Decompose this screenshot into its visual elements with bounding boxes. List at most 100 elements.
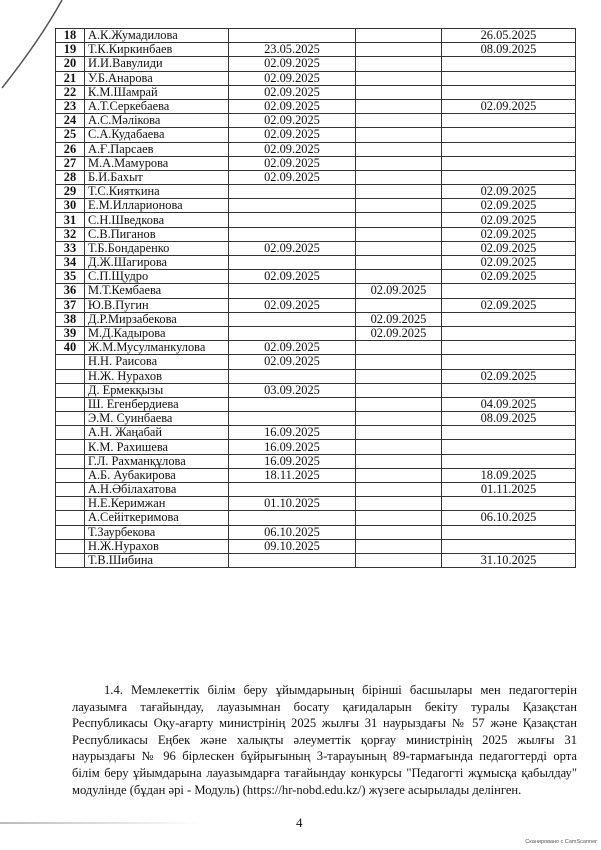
date-col-3 [355, 184, 442, 200]
date-col-2: 02.09.2025 [228, 240, 356, 257]
row-number [55, 439, 85, 455]
date-col-4: 02.09.2025 [441, 98, 576, 115]
table-row: 39 М.Д.Кадырова 02.09.2025 [55, 325, 576, 342]
row-number: 19 [55, 42, 85, 58]
row-number: 20 [55, 56, 85, 72]
date-col-4: 26.05.2025 [441, 27, 576, 44]
date-col-3 [355, 425, 442, 441]
teacher-name: К.М.Шамрай [84, 84, 229, 100]
row-number [55, 368, 85, 384]
date-col-4: 02.09.2025 [441, 240, 576, 257]
date-col-3 [355, 538, 442, 554]
table-row: 34 Д.Ж.Шагирова 02.09.2025 [55, 254, 576, 271]
date-col-3 [355, 113, 442, 129]
date-col-4 [441, 84, 576, 100]
teacher-name: Т.С.Кияткина [84, 184, 229, 200]
row-number [55, 411, 85, 427]
date-col-2: 23.05.2025 [228, 42, 356, 58]
date-col-3: 02.09.2025 [355, 311, 442, 327]
table-row: 30 Е.М.Илларионова 02.09.2025 [55, 198, 576, 214]
table-row: 38 Д.Р.Мирзабекова 02.09.2025 [55, 311, 576, 327]
date-col-2 [228, 184, 356, 200]
table-row: 28 Б.И.Бахыт 02.09.2025 [55, 169, 576, 186]
date-col-3 [355, 297, 442, 313]
row-number: 21 [55, 70, 85, 86]
date-col-2: 02.09.2025 [228, 84, 356, 100]
teacher-name: А.Ғ.Парсаев [84, 141, 229, 157]
table-row: 36 М.Т.Кембаева 02.09.2025 [55, 283, 576, 299]
date-col-2: 03.09.2025 [228, 382, 356, 398]
table-row: 22 К.М.Шамрай 02.09.2025 [55, 84, 576, 100]
table-row: 25 С.А.Кудабаева 02.09.2025 [55, 127, 576, 143]
date-col-2: 02.09.2025 [228, 354, 356, 370]
teacher-name: У.Б.Анарова [84, 70, 229, 86]
table-row: Д. Ермекқызы 03.09.2025 [55, 382, 576, 398]
row-number [55, 552, 85, 569]
scan-shadow [0, 822, 200, 824]
date-col-4 [441, 439, 576, 455]
teacher-name: Д.Р.Мирзабекова [84, 311, 229, 327]
date-col-4 [441, 524, 576, 540]
row-number [55, 524, 85, 540]
table-row: А.Н.Әбілахатова 01.11.2025 [55, 481, 576, 498]
row-number [55, 425, 85, 441]
date-col-3 [355, 552, 442, 569]
teacher-name: Н.Е.Керимжан [84, 496, 229, 512]
date-col-4: 02.09.2025 [441, 184, 576, 200]
table-row: 40 Ж.М.Мусулманкулова 02.09.2025 [55, 340, 576, 356]
row-number: 30 [55, 198, 85, 214]
date-col-2: 16.09.2025 [228, 453, 356, 469]
date-col-2: 02.09.2025 [228, 297, 356, 313]
date-col-3 [355, 269, 442, 285]
date-col-2 [228, 368, 356, 384]
date-col-2: 02.09.2025 [228, 113, 356, 129]
date-col-3 [355, 127, 442, 143]
teacher-name: Б.И.Бахыт [84, 169, 229, 186]
table-row: Ш. Егенбердиева 04.09.2025 [55, 396, 576, 413]
date-col-2 [228, 396, 356, 413]
date-col-2 [228, 254, 356, 271]
row-number: 23 [55, 98, 85, 115]
date-col-4: 02.09.2025 [441, 368, 576, 384]
date-col-2: 09.10.2025 [228, 538, 356, 554]
teacher-name: Н.Ж.Нурахов [84, 538, 229, 554]
row-number: 26 [55, 141, 85, 157]
row-number [55, 481, 85, 498]
teacher-name: А.Н.Әбілахатова [84, 481, 229, 498]
date-col-2: 02.09.2025 [228, 269, 356, 285]
date-col-3 [355, 481, 442, 498]
date-col-4: 18.09.2025 [441, 467, 576, 484]
date-col-4 [441, 325, 576, 342]
teacher-name: Е.М.Илларионова [84, 198, 229, 214]
row-number: 34 [55, 254, 85, 271]
table-row: А.Б. Аубакирова 18.11.2025 18.09.2025 [55, 467, 576, 484]
date-col-4 [441, 538, 576, 554]
date-col-4: 04.09.2025 [441, 396, 576, 413]
table-row: Г.Л. Рахманқұлова 16.09.2025 [55, 453, 576, 469]
date-col-3 [355, 510, 442, 526]
table-row: Н.Ж. Нурахов 02.09.2025 [55, 368, 576, 384]
date-col-3 [355, 70, 442, 86]
date-col-4 [441, 340, 576, 356]
date-col-2 [228, 481, 356, 498]
date-col-4 [441, 311, 576, 327]
row-number [55, 396, 85, 413]
teacher-name: Т.Б.Бондаренко [84, 240, 229, 257]
row-number: 18 [55, 27, 85, 44]
date-col-2: 18.11.2025 [228, 467, 356, 484]
teacher-name: Э.М. Суинбаева [84, 411, 229, 427]
date-col-2: 02.09.2025 [228, 155, 356, 171]
date-col-3 [355, 396, 442, 413]
date-col-3 [355, 226, 442, 242]
date-col-4 [441, 113, 576, 129]
date-col-4 [441, 283, 576, 299]
date-col-2 [228, 283, 356, 299]
row-number [55, 510, 85, 526]
date-col-4 [441, 354, 576, 370]
date-col-4: 08.09.2025 [441, 42, 576, 58]
table-row: 27 М.А.Мамурова 02.09.2025 [55, 155, 576, 171]
date-col-3 [355, 27, 442, 44]
date-col-2: 16.09.2025 [228, 439, 356, 455]
row-number: 35 [55, 269, 85, 285]
teacher-name: С.В.Пиганов [84, 226, 229, 242]
